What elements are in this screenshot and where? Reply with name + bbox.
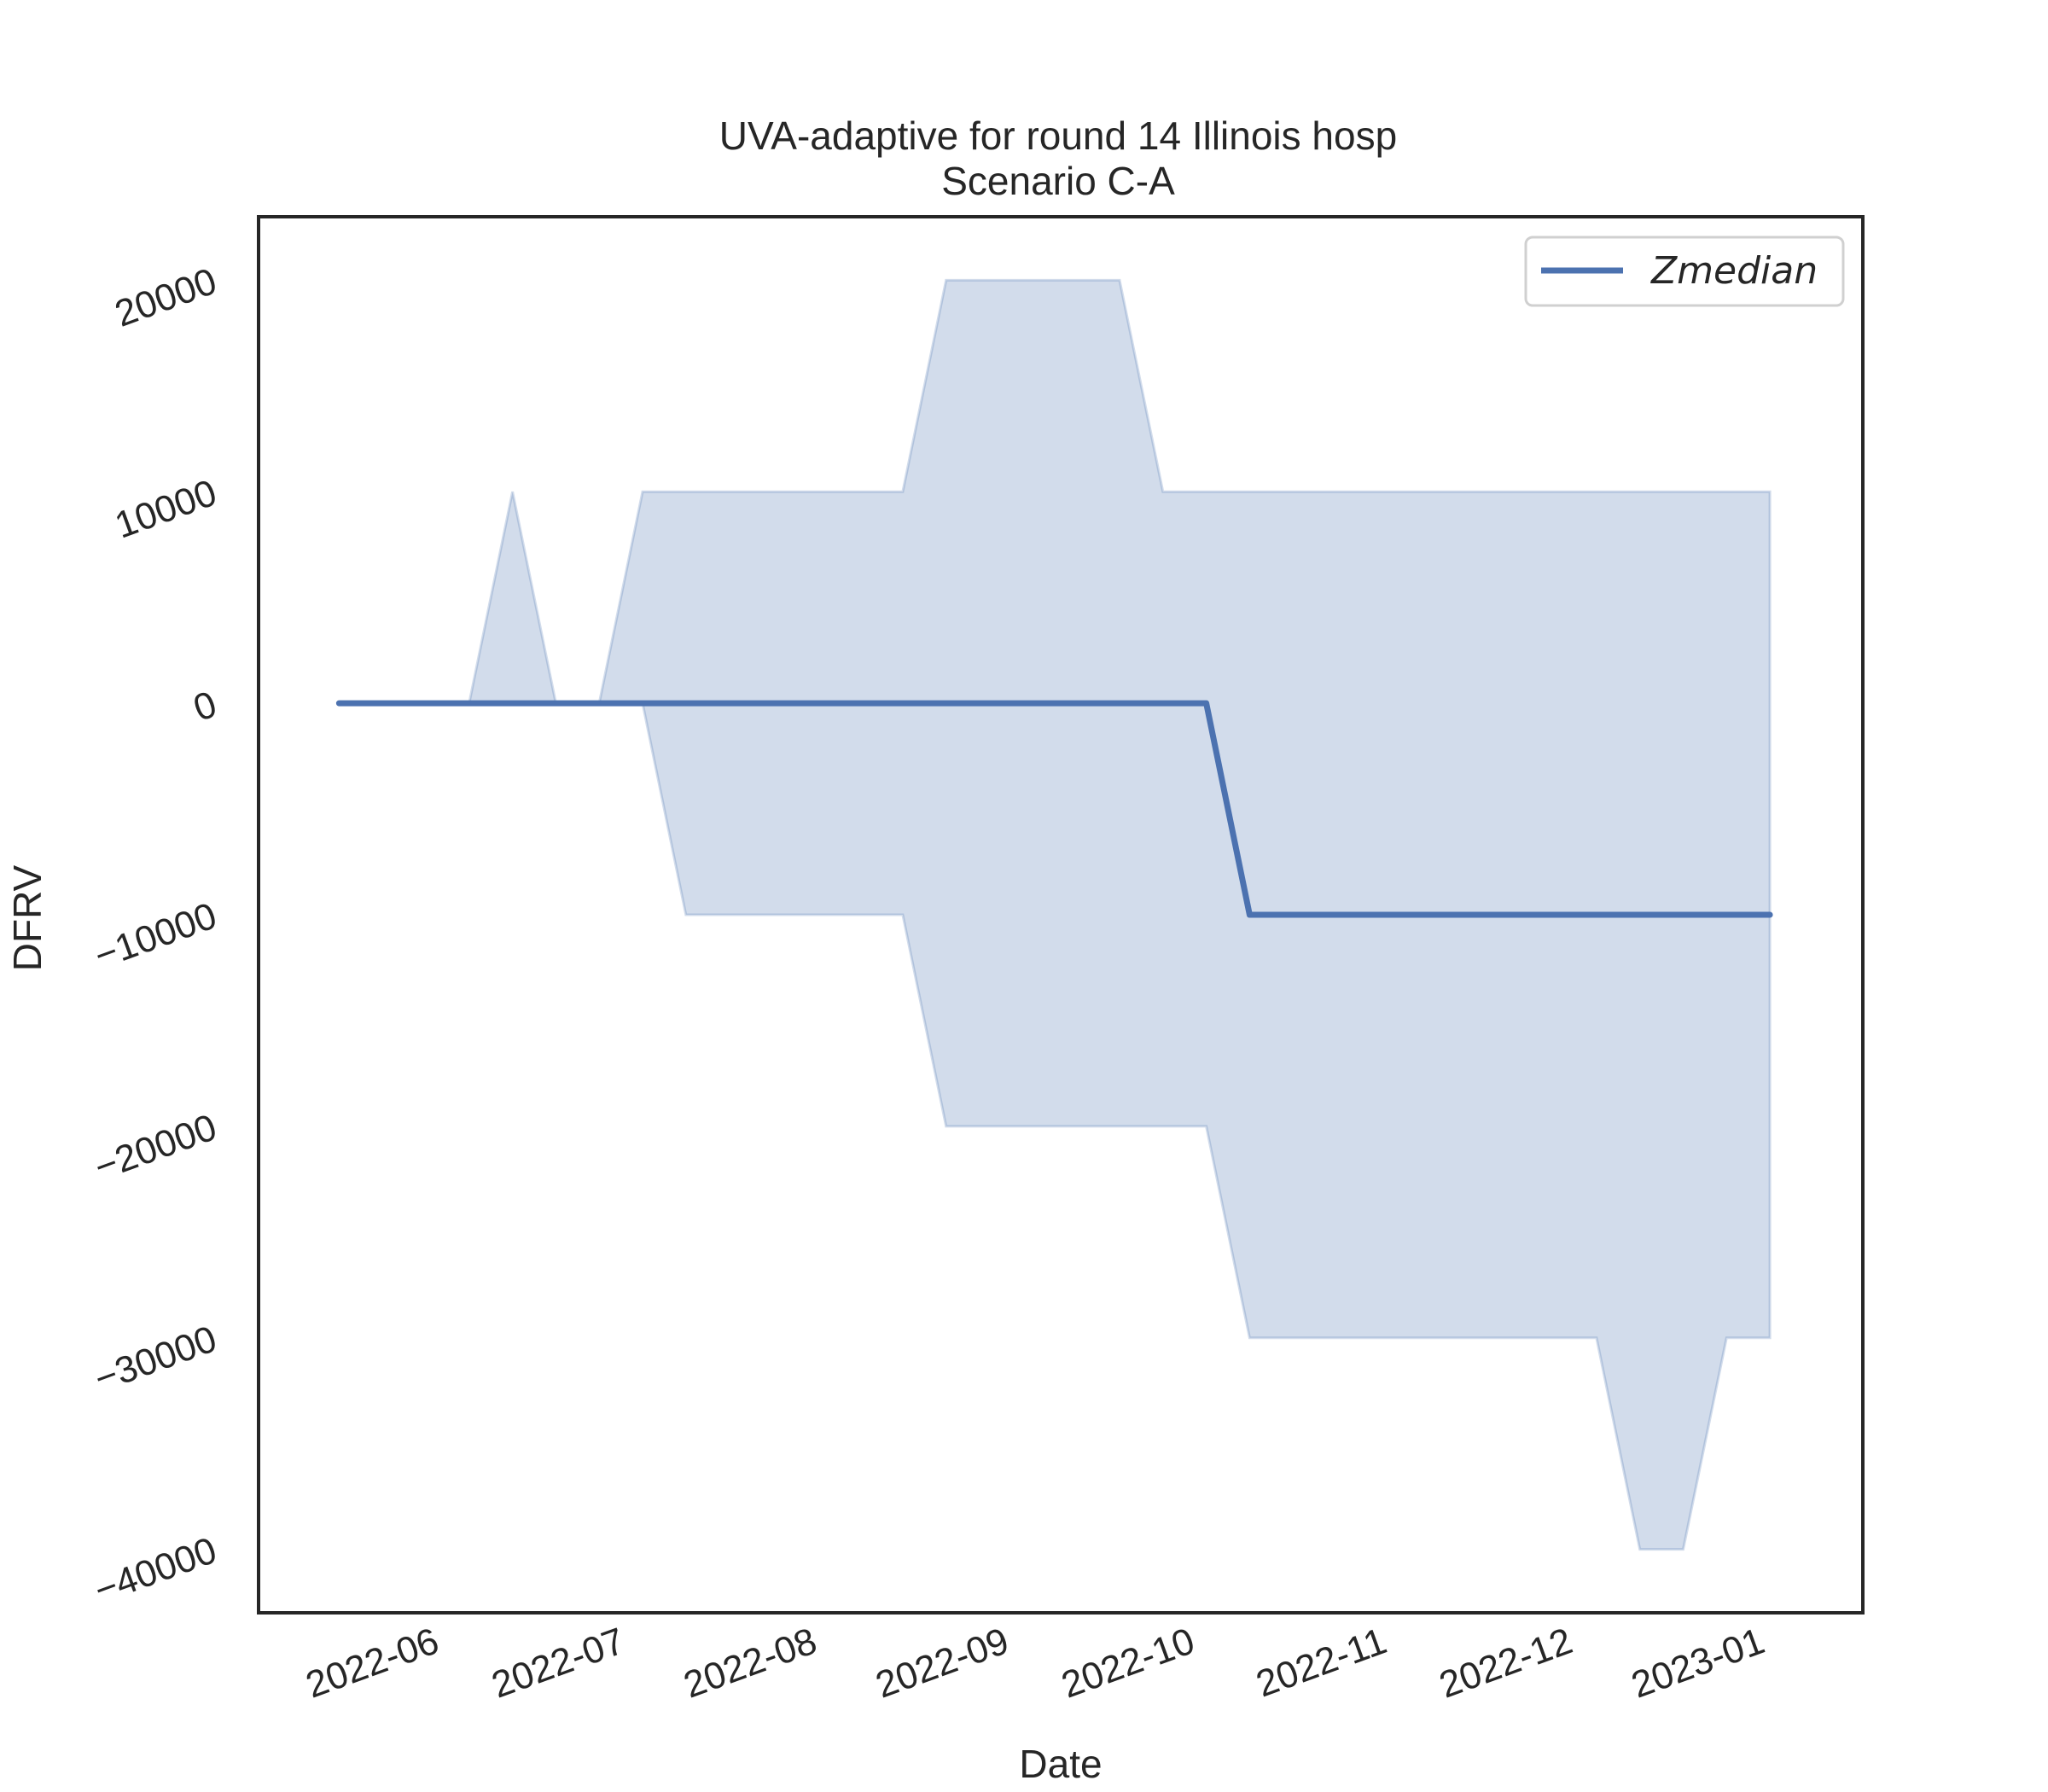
x-axis-ticks: 2022-06 2022-07 2022-08 2022-09 2022-10 2022-… — [300, 1620, 1770, 1706]
y-tick-label: 0 — [188, 684, 222, 730]
y-axis-ticks: 20000 10000 0 −10000 −20000 −30000 −40000 — [89, 260, 222, 1612]
y-tick-label: −20000 — [89, 1106, 222, 1189]
x-tick-label: 2022-07 — [486, 1620, 631, 1706]
chart-subtitle: Scenario C-A — [941, 159, 1175, 203]
x-tick-label: 2022-06 — [300, 1620, 445, 1706]
x-tick-label: 2022-09 — [870, 1620, 1015, 1706]
chart-title: UVA-adaptive for round 14 Illinois hosp — [719, 113, 1397, 158]
line-layer — [335, 700, 1773, 918]
x-tick-label: 2022-10 — [1056, 1620, 1201, 1706]
plot-frame — [257, 215, 1865, 1615]
series-line-zmedian — [335, 700, 1773, 918]
y-tick-label: 10000 — [109, 472, 222, 547]
x-tick-label: 2023-01 — [1626, 1620, 1771, 1706]
legend-label-zmedian: Zmedian — [1650, 249, 1818, 293]
y-tick-label: 20000 — [109, 260, 222, 335]
x-axis-label: Date — [1019, 1742, 1102, 1786]
x-tick-label: 2022-08 — [678, 1620, 823, 1706]
y-tick-label: −30000 — [89, 1318, 222, 1400]
legend: Zmedian — [1524, 236, 1845, 307]
legend-box — [1524, 236, 1845, 307]
x-tick-label: 2022-11 — [1251, 1620, 1392, 1705]
y-tick-label: −40000 — [89, 1529, 222, 1612]
plot-area — [257, 215, 1865, 1615]
y-axis-label: DFRV — [5, 864, 49, 971]
y-tick-label: −10000 — [89, 895, 222, 978]
x-tick-label: 2022-12 — [1434, 1620, 1578, 1706]
